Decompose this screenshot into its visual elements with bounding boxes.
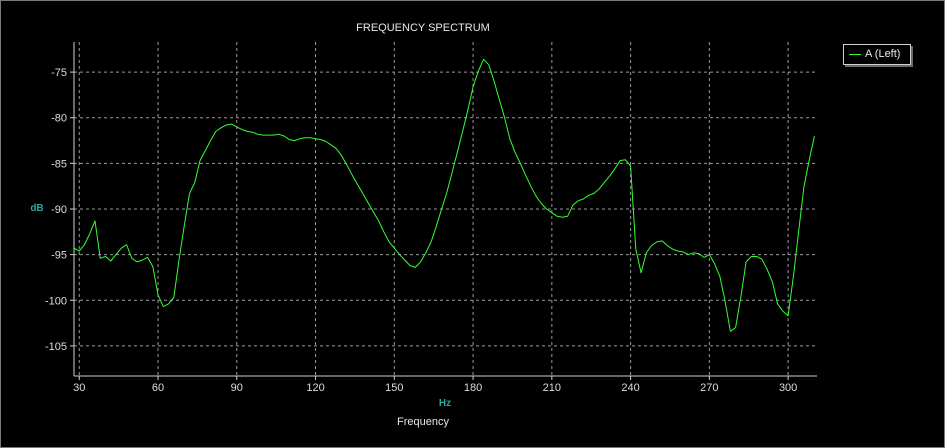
y-tick-label: -85 <box>51 158 67 170</box>
series-line-0 <box>73 58 815 332</box>
chart-title: FREQUENCY SPECTRUM <box>356 22 490 34</box>
x-tick-label: 60 <box>152 382 164 394</box>
y-tick-label: -80 <box>51 113 67 125</box>
y-tick-label: -105 <box>45 341 67 353</box>
x-axis-unit: Hz <box>439 398 451 409</box>
legend-swatch <box>849 54 861 55</box>
x-tick-label: 180 <box>464 382 482 394</box>
x-tick-label: 30 <box>73 382 85 394</box>
x-tick-label: 270 <box>700 382 718 394</box>
y-tick-label: -75 <box>51 67 67 79</box>
legend-entry-label: A (Left) <box>865 48 901 60</box>
x-tick-label: 120 <box>306 382 324 394</box>
x-tick-label: 240 <box>621 382 639 394</box>
x-tick-label: 90 <box>231 382 243 394</box>
x-tick-label: 150 <box>385 382 403 394</box>
y-tick-label: -95 <box>51 250 67 262</box>
legend: A (Left) <box>843 44 911 65</box>
x-tick-label: 210 <box>543 382 561 394</box>
y-axis-label: dB <box>30 203 43 214</box>
x-axis-label: Frequency <box>397 416 449 428</box>
x-tick-label: 300 <box>779 382 797 394</box>
y-tick-label: -90 <box>51 204 67 216</box>
y-tick-label: -100 <box>45 295 67 307</box>
